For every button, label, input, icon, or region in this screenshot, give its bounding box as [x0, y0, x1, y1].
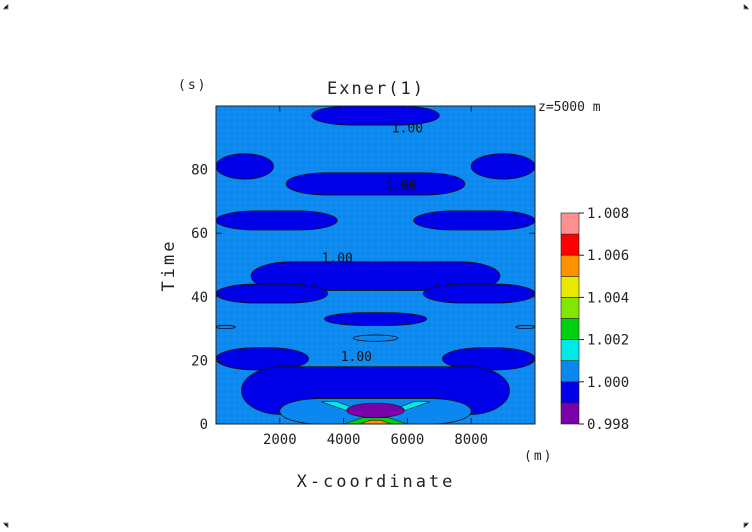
colorbar-tick-label: 1.006	[587, 248, 629, 264]
chart-title: Exner(1)	[327, 79, 425, 99]
colorbar-swatch	[560, 339, 580, 362]
axes: 2000 4000 6000 8000 0 20 40 60 80	[191, 106, 535, 448]
contour-region-7	[215, 283, 329, 304]
contour-region-9	[324, 312, 427, 326]
y-axis-unit: (s)	[178, 78, 207, 93]
colorbar-tick-label: 1.002	[587, 333, 629, 349]
x-tick-label: 8000	[454, 432, 488, 448]
y-tick-label: 60	[191, 226, 208, 242]
y-tick-label: 80	[191, 163, 208, 179]
plot-area: 1.00 1.00 1.00 1.00 2000 4000 6000 8000 0 20 40 60 8…	[191, 105, 536, 448]
contour-region-6	[250, 261, 501, 291]
colorbar: 0.998 1.000 1.002 1.004 1.006 1.008	[560, 206, 629, 433]
contour-label-2: 1.00	[322, 252, 353, 267]
contour-region-3	[285, 172, 466, 196]
colorbar-swatch	[560, 275, 580, 298]
pressure-minimum	[346, 402, 405, 418]
x-tick-label: 4000	[327, 432, 361, 448]
altitude-annotation: z=5000 m	[538, 100, 601, 115]
contour-label-3: 1.00	[341, 350, 372, 365]
contour-region-5	[413, 210, 536, 231]
contour-region-8	[422, 283, 536, 304]
colorbar-swatch	[560, 297, 580, 319]
colorbar-tick-label: 1.000	[587, 375, 629, 391]
contour-region-2	[470, 153, 536, 180]
colorbar-swatch	[560, 360, 580, 383]
colorbar-tick-label: 1.008	[587, 206, 629, 222]
contour-region-15	[352, 334, 399, 342]
y-axis-label: Time	[159, 239, 179, 292]
page-corner-marks	[3, 4, 749, 528]
x-axis-unit: (m)	[524, 449, 553, 464]
plot-frame	[215, 105, 536, 425]
colorbar-swatch	[560, 254, 580, 277]
contour-label-0: 1.00	[392, 121, 423, 136]
colorbar-swatch	[560, 381, 580, 404]
colorbar-swatch	[560, 212, 580, 235]
colorbar-swatch	[560, 233, 580, 256]
contour-region-1	[215, 153, 274, 180]
contour-label-1: 1.00	[385, 179, 416, 194]
colorbar-swatch	[560, 402, 580, 425]
colorbar-swatch	[560, 318, 580, 340]
contour-region-14	[515, 325, 536, 330]
x-tick-label: 2000	[263, 432, 297, 448]
contour-region-4	[215, 210, 338, 231]
contour-region-13	[215, 325, 236, 330]
y-tick-label: 20	[191, 353, 208, 369]
colorbar-tick-label: 0.998	[587, 417, 629, 433]
colorbar-tick-label: 1.004	[587, 290, 629, 306]
y-tick-label: 0	[200, 417, 208, 433]
x-tick-label: 6000	[391, 432, 425, 448]
x-axis-label: X-coordinate	[297, 472, 456, 492]
y-tick-label: 40	[191, 290, 208, 306]
